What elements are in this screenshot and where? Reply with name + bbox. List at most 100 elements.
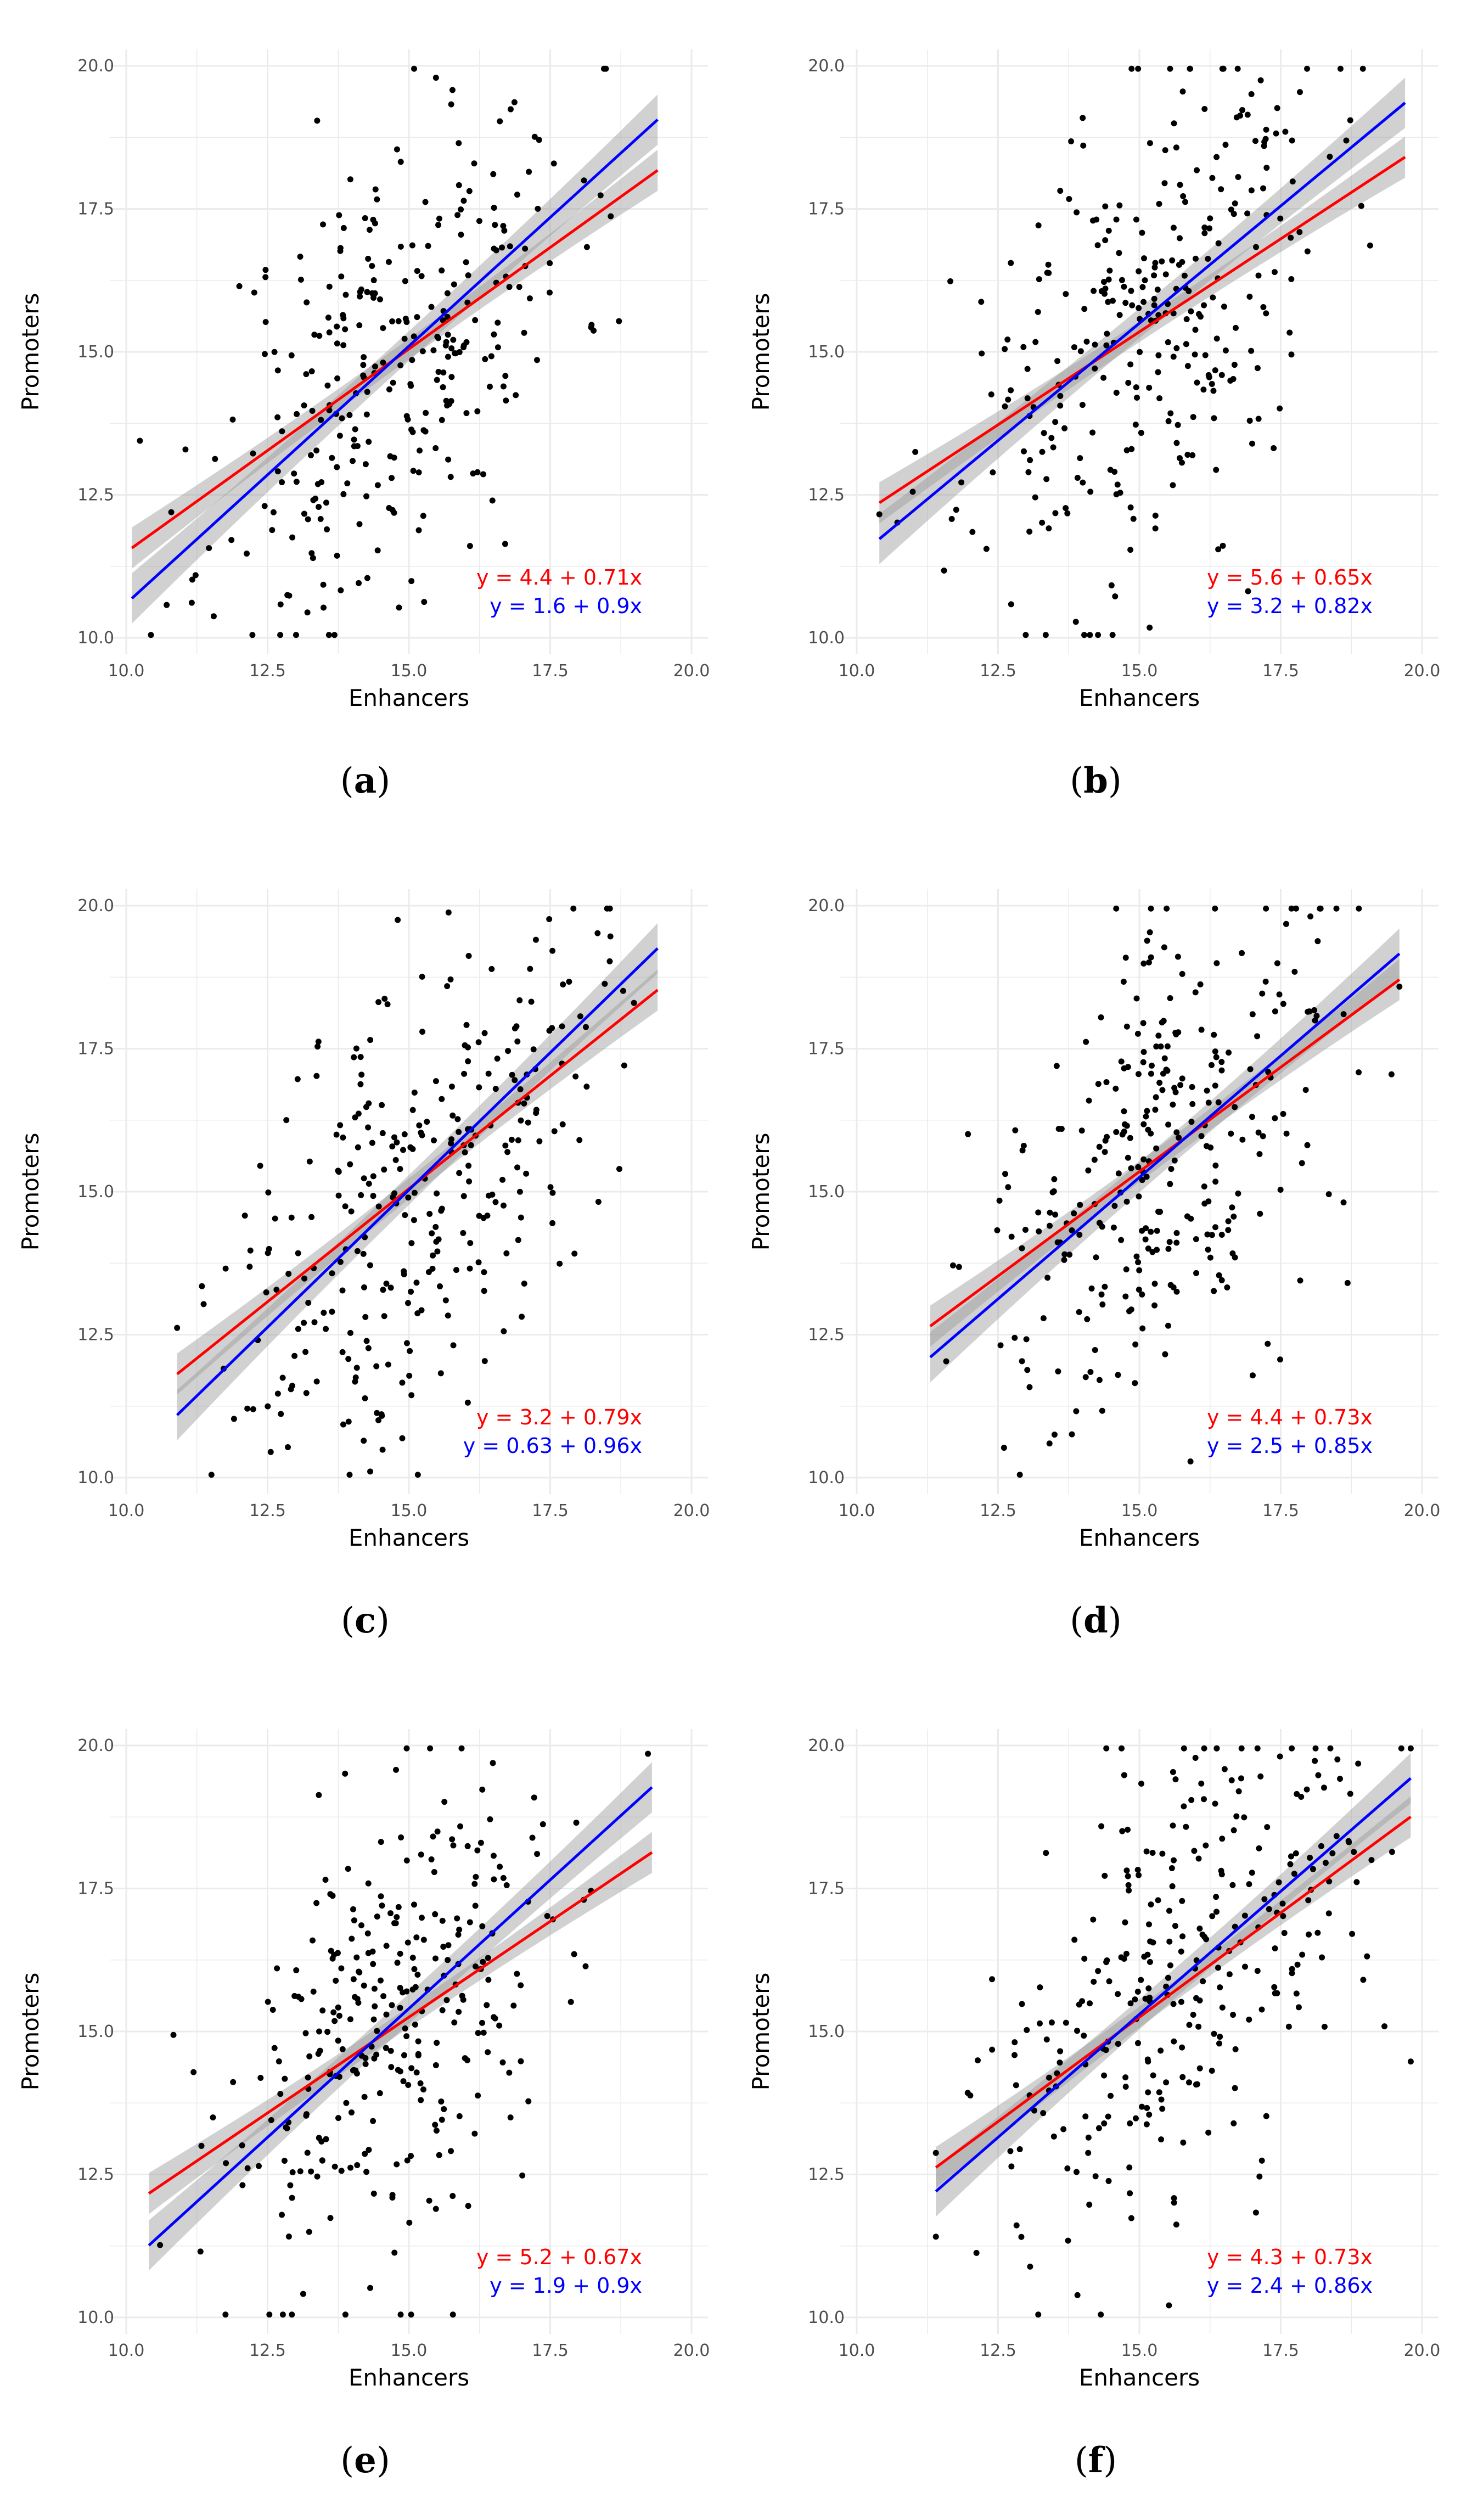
data-point xyxy=(1144,2056,1151,2063)
data-point xyxy=(381,996,388,1002)
data-point xyxy=(306,1158,313,1165)
data-point xyxy=(1166,1938,1173,1945)
data-point xyxy=(1069,1227,1075,1234)
data-point xyxy=(1140,1020,1147,1026)
data-point xyxy=(1077,348,1084,355)
data-point xyxy=(1154,287,1161,293)
data-point xyxy=(399,1379,406,1386)
regression-line-red xyxy=(935,1815,1412,2169)
data-point xyxy=(335,1168,341,1174)
data-point xyxy=(1353,1879,1360,1885)
data-point xyxy=(1122,2074,1129,2081)
data-point xyxy=(1069,1431,1075,1438)
data-point xyxy=(1002,346,1008,352)
data-point xyxy=(1277,1356,1284,1363)
data-point xyxy=(1257,1773,1264,1780)
data-point xyxy=(616,1166,622,1172)
data-point xyxy=(1255,1129,1262,1136)
data-point xyxy=(1169,257,1176,263)
data-point xyxy=(269,527,276,534)
data-point xyxy=(518,2058,524,2064)
data-point xyxy=(1051,1176,1058,1182)
data-point xyxy=(399,1435,406,1441)
data-point xyxy=(303,2112,310,2119)
data-point xyxy=(1271,1984,1278,1990)
data-point xyxy=(508,1136,515,1143)
data-point xyxy=(1321,2023,1328,2030)
data-point xyxy=(371,1985,378,1992)
data-point xyxy=(1099,1407,1105,1414)
data-point xyxy=(1052,419,1059,425)
data-point xyxy=(363,1338,370,1344)
data-point xyxy=(1171,1157,1178,1164)
data-point xyxy=(340,1134,346,1141)
regression-line-blue xyxy=(929,952,1401,1359)
data-point xyxy=(1173,2221,1179,2228)
data-point xyxy=(375,1203,382,1210)
data-point xyxy=(250,450,256,457)
data-point xyxy=(261,503,268,509)
data-point xyxy=(1151,1281,1158,1287)
data-point xyxy=(383,1280,390,1287)
data-point xyxy=(1138,1977,1144,1983)
data-point xyxy=(527,966,533,972)
data-point xyxy=(278,1411,284,1417)
data-point xyxy=(282,2075,288,2082)
data-point xyxy=(480,471,486,478)
data-point xyxy=(437,1370,444,1377)
data-point xyxy=(366,2147,372,2153)
data-point xyxy=(415,469,422,476)
data-point xyxy=(1051,1432,1058,1438)
data-point xyxy=(522,245,529,252)
data-point xyxy=(430,347,437,353)
data-point xyxy=(1027,2263,1033,2270)
data-point xyxy=(287,2182,294,2188)
data-point xyxy=(1260,304,1267,310)
data-point xyxy=(364,389,370,395)
data-point xyxy=(472,1963,479,1970)
data-point xyxy=(1349,1930,1356,1937)
data-point xyxy=(463,339,470,345)
data-point xyxy=(1257,1210,1263,1217)
data-point xyxy=(1098,2311,1104,2318)
data-point xyxy=(369,1140,375,1146)
data-point xyxy=(362,1314,369,1320)
data-point xyxy=(1263,2113,1269,2119)
data-point xyxy=(532,936,539,943)
data-point xyxy=(1151,1302,1158,1309)
data-point xyxy=(1171,1857,1177,1864)
data-point xyxy=(1020,448,1027,454)
data-point xyxy=(464,1399,471,1406)
data-point xyxy=(1040,2110,1047,2117)
data-point xyxy=(409,1146,416,1152)
data-point xyxy=(1133,216,1139,223)
data-point xyxy=(448,1140,454,1147)
y-tick-label: 17.5 xyxy=(77,1879,114,1899)
data-point xyxy=(1085,1167,1092,1174)
data-point xyxy=(441,1799,448,1805)
data-point xyxy=(1036,1228,1042,1234)
data-point xyxy=(210,613,217,620)
data-point xyxy=(365,1124,372,1131)
data-point xyxy=(1020,1142,1027,1149)
data-point xyxy=(1314,938,1321,945)
data-point xyxy=(1153,1145,1160,1152)
scatter-panel-c: 10.0 12.5 15.0 17.5 20.0 10.0 12.5 15.0 17.5 20.0… xyxy=(0,840,730,1680)
y-tick-label: 17.5 xyxy=(77,1040,114,1059)
data-point xyxy=(521,1100,527,1107)
data-point xyxy=(503,1882,510,1888)
data-point xyxy=(1155,312,1162,318)
x-tick-label: 20.0 xyxy=(673,1501,710,1520)
data-point xyxy=(374,196,380,203)
data-point xyxy=(362,2061,369,2067)
data-point xyxy=(1140,1059,1147,1065)
caption-open-paren: ( xyxy=(340,2440,355,2481)
data-point xyxy=(1261,1896,1268,1902)
data-point xyxy=(1141,1954,1148,1960)
data-point xyxy=(1133,1253,1140,1260)
data-point xyxy=(499,2059,506,2066)
data-point xyxy=(1173,144,1179,151)
data-point xyxy=(514,1164,521,1171)
data-point xyxy=(305,516,311,523)
data-point xyxy=(1310,1866,1316,1872)
